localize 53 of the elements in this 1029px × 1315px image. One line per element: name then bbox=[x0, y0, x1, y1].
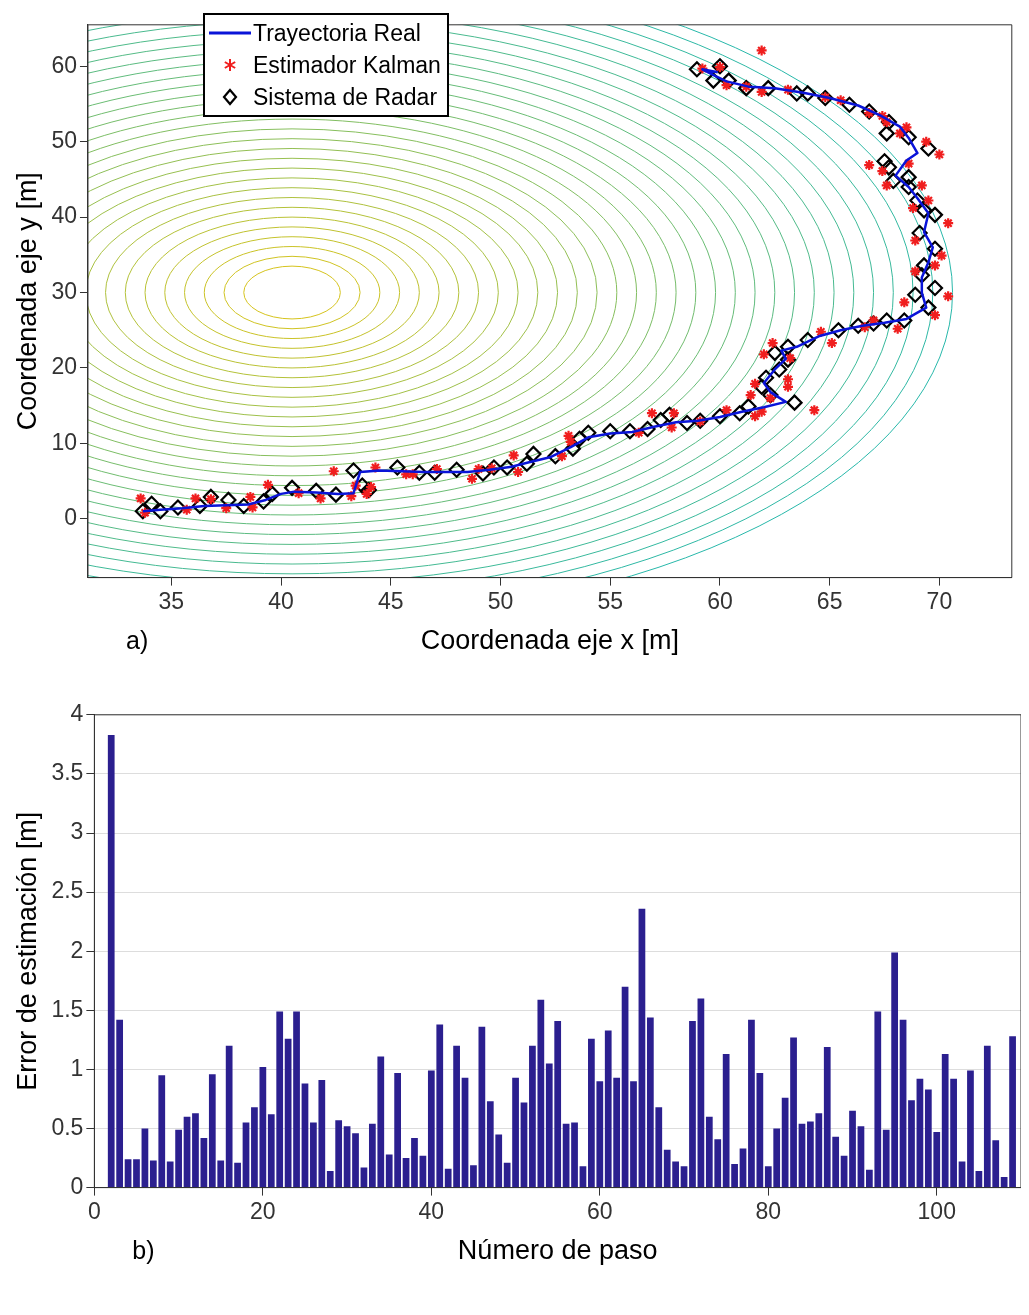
y-tick-label: 0.5 bbox=[51, 1113, 84, 1140]
bar bbox=[411, 1137, 418, 1188]
bar bbox=[352, 1133, 359, 1188]
text: b) bbox=[132, 1236, 155, 1265]
x-tick-label: 20 bbox=[250, 1198, 276, 1225]
bar bbox=[571, 1122, 578, 1188]
bar bbox=[908, 1100, 915, 1188]
legend-label: Trayectoria Real bbox=[252, 18, 421, 48]
bar bbox=[470, 1165, 477, 1188]
y-tick-label: 40 bbox=[51, 202, 77, 229]
y-tick-label: 1.5 bbox=[51, 995, 84, 1022]
x-tick-label: 60 bbox=[587, 1198, 613, 1225]
x-tick-label: 50 bbox=[487, 588, 514, 615]
y-tick-label: 3 bbox=[70, 818, 84, 845]
x-tick-label: 100 bbox=[917, 1198, 956, 1225]
bar bbox=[192, 1113, 199, 1188]
x-axis-title: Número de paso bbox=[457, 1235, 658, 1266]
y-tick-label: 1 bbox=[70, 1054, 84, 1081]
legend-label: Sistema de Radar bbox=[252, 82, 438, 112]
x-tick-label: 35 bbox=[158, 588, 185, 615]
y-tick-label: 3.5 bbox=[51, 759, 84, 786]
bar bbox=[849, 1110, 856, 1188]
bar bbox=[967, 1070, 974, 1188]
bar bbox=[680, 1166, 688, 1188]
y-tick-label: 30 bbox=[51, 277, 77, 304]
bar bbox=[293, 1011, 300, 1188]
bar bbox=[579, 1166, 587, 1188]
x-tick-label: 70 bbox=[926, 588, 953, 615]
x-tick-label: 60 bbox=[707, 588, 733, 615]
y-tick-label: 60 bbox=[51, 51, 77, 78]
text: a) bbox=[125, 626, 149, 655]
y-tick-label: 0 bbox=[64, 504, 77, 531]
x-axis-title: Coordenada eje x [m] bbox=[420, 625, 679, 656]
y-axis-title: Coordenada eje y [m] bbox=[11, 172, 42, 431]
y-tick-label: 50 bbox=[51, 127, 77, 154]
y-tick-label: 0 bbox=[70, 1172, 84, 1199]
bar bbox=[689, 1020, 696, 1188]
y-tick-label: 4 bbox=[70, 700, 84, 727]
x-tick-label: 55 bbox=[597, 588, 624, 615]
y-tick-label: 20 bbox=[51, 353, 77, 380]
x-tick-label: 0 bbox=[87, 1198, 101, 1225]
legend-label: Estimador Kalman bbox=[252, 50, 441, 80]
x-tick-label: 80 bbox=[755, 1198, 782, 1225]
y-tick-label: 2.5 bbox=[51, 877, 84, 904]
y-tick-label: 2 bbox=[70, 936, 84, 963]
x-tick-label: 45 bbox=[378, 588, 404, 615]
y-axis-title: Error de estimación [m] bbox=[11, 811, 42, 1091]
bar bbox=[133, 1159, 140, 1188]
bar bbox=[630, 1081, 637, 1188]
x-tick-label: 40 bbox=[268, 588, 294, 615]
y-tick-label: 10 bbox=[51, 428, 77, 455]
x-tick-label: 40 bbox=[418, 1198, 445, 1225]
x-tick-label: 65 bbox=[816, 588, 843, 615]
